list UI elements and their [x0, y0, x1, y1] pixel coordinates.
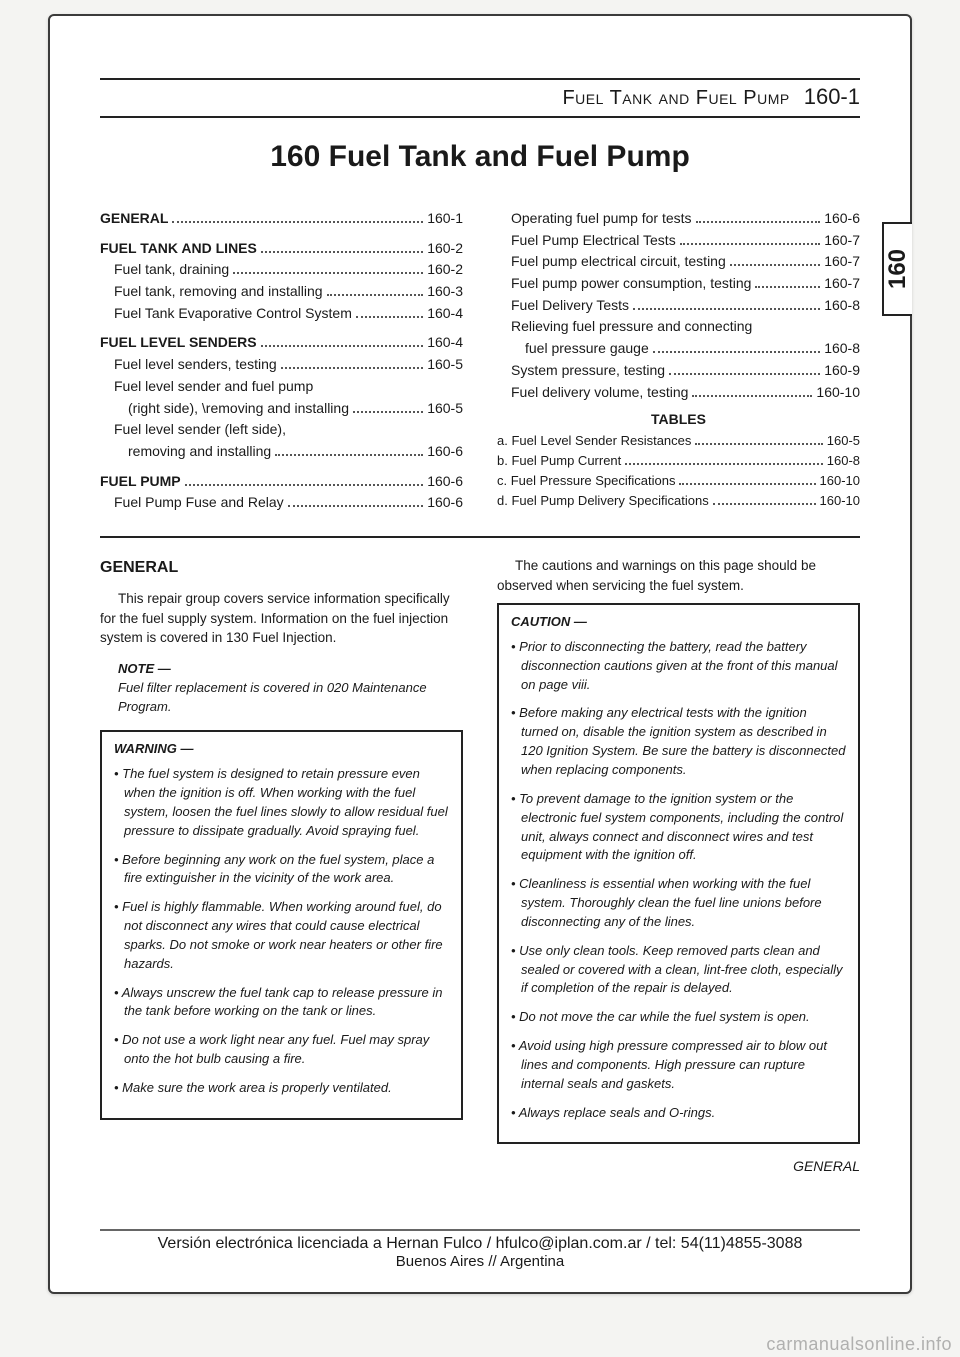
- warning-title: WARNING —: [114, 740, 449, 759]
- tables-entry: b. Fuel Pump Current160-8: [497, 451, 860, 471]
- license-line-2: Buenos Aires // Argentina: [100, 1253, 860, 1270]
- warning-item: The fuel system is designed to retain pr…: [114, 765, 449, 840]
- toc-entry: Fuel tank, draining160-2: [100, 259, 463, 281]
- footer-section-label: GENERAL: [497, 1156, 860, 1176]
- toc-entry: System pressure, testing160-9: [497, 360, 860, 382]
- warning-item: Do not use a work light near any fuel. F…: [114, 1031, 449, 1069]
- caution-item: To prevent damage to the ignition system…: [511, 790, 846, 865]
- caution-item: Do not move the car while the fuel syste…: [511, 1008, 846, 1027]
- toc-entry: FUEL PUMP160-6: [100, 471, 463, 493]
- toc-entry: FUEL TANK AND LINES160-2: [100, 238, 463, 260]
- side-tab: 160: [882, 222, 912, 316]
- toc-entry: FUEL LEVEL SENDERS160-4: [100, 332, 463, 354]
- toc-entry: Fuel tank, removing and installing160-3: [100, 281, 463, 303]
- chapter-title: 160 Fuel Tank and Fuel Pump: [100, 140, 860, 174]
- intro-paragraph-right: The cautions and warnings on this page s…: [497, 556, 860, 595]
- license-footer: Versión electrónica licenciada a Hernan …: [100, 1229, 860, 1270]
- caution-box: CAUTION — Prior to disconnecting the bat…: [497, 603, 860, 1144]
- warning-item: Make sure the work area is properly vent…: [114, 1079, 449, 1098]
- caution-item: Always replace seals and O-rings.: [511, 1104, 846, 1123]
- intro-paragraph-left: This repair group covers service informa…: [100, 589, 463, 648]
- caution-item: Cleanliness is essential when working wi…: [511, 875, 846, 932]
- running-title: Fuel Tank and Fuel Pump: [562, 87, 789, 110]
- toc-entry: Fuel pump electrical circuit, testing160…: [497, 251, 860, 273]
- manual-page: Fuel Tank and Fuel Pump 160-1 160 Fuel T…: [48, 14, 912, 1294]
- toc-entry: Fuel Delivery Tests160-8: [497, 295, 860, 317]
- body-left-column: GENERAL This repair group covers service…: [100, 556, 463, 1177]
- caution-list: Prior to disconnecting the battery, read…: [511, 638, 846, 1123]
- body-right-column: The cautions and warnings on this page s…: [497, 556, 860, 1177]
- note-title: NOTE —: [118, 660, 463, 679]
- toc-entry: Fuel Pump Electrical Tests160-7: [497, 230, 860, 252]
- toc-entry: Fuel Pump Fuse and Relay160-6: [100, 492, 463, 514]
- toc-right-column: Operating fuel pump for tests160-6Fuel P…: [497, 208, 860, 514]
- warning-item: Fuel is highly flammable. When working a…: [114, 898, 449, 973]
- note-text: Fuel filter replacement is covered in 02…: [118, 679, 463, 717]
- license-line-1: Versión electrónica licenciada a Hernan …: [100, 1235, 860, 1253]
- caution-item: Before making any electrical tests with …: [511, 704, 846, 779]
- toc-entry: GENERAL160-1: [100, 208, 463, 230]
- caution-item: Avoid using high pressure compressed air…: [511, 1037, 846, 1094]
- toc-entry: Fuel delivery volume, testing160-10: [497, 382, 860, 404]
- toc-entry: Fuel Tank Evaporative Control System160-…: [100, 303, 463, 325]
- tables-entry: a. Fuel Level Sender Resistances160-5: [497, 431, 860, 451]
- section-rule: [100, 536, 860, 538]
- toc-left-column: GENERAL160-1FUEL TANK AND LINES160-2Fuel…: [100, 208, 463, 514]
- running-header: Fuel Tank and Fuel Pump 160-1: [100, 80, 860, 118]
- warning-item: Always unscrew the fuel tank cap to rele…: [114, 984, 449, 1022]
- body-columns: GENERAL This repair group covers service…: [100, 556, 860, 1177]
- toc-entry: Fuel level sender and fuel pump(right si…: [100, 376, 463, 419]
- running-page-ref: 160-1: [804, 84, 860, 110]
- warning-box: WARNING — The fuel system is designed to…: [100, 730, 463, 1120]
- toc-entry: Fuel level senders, testing160-5: [100, 354, 463, 376]
- caution-title: CAUTION —: [511, 613, 846, 632]
- caution-item: Prior to disconnecting the battery, read…: [511, 638, 846, 695]
- toc-entry: Operating fuel pump for tests160-6: [497, 208, 860, 230]
- watermark: carmanualsonline.info: [766, 1334, 952, 1355]
- side-tab-number: 160: [884, 249, 912, 289]
- caution-item: Use only clean tools. Keep removed parts…: [511, 942, 846, 999]
- warning-item: Before beginning any work on the fuel sy…: [114, 851, 449, 889]
- table-of-contents: GENERAL160-1FUEL TANK AND LINES160-2Fuel…: [100, 208, 860, 514]
- warning-list: The fuel system is designed to retain pr…: [114, 765, 449, 1098]
- toc-entry: Relieving fuel pressure and connectingfu…: [497, 316, 860, 359]
- toc-entry: Fuel pump power consumption, testing160-…: [497, 273, 860, 295]
- note-block: NOTE — Fuel filter replacement is covere…: [118, 660, 463, 717]
- tables-entry: c. Fuel Pressure Specifications160-10: [497, 471, 860, 491]
- tables-heading: TABLES: [497, 409, 860, 431]
- tables-entry: d. Fuel Pump Delivery Specifications160-…: [497, 491, 860, 511]
- toc-entry: Fuel level sender (left side),removing a…: [100, 419, 463, 462]
- section-heading: GENERAL: [100, 556, 463, 579]
